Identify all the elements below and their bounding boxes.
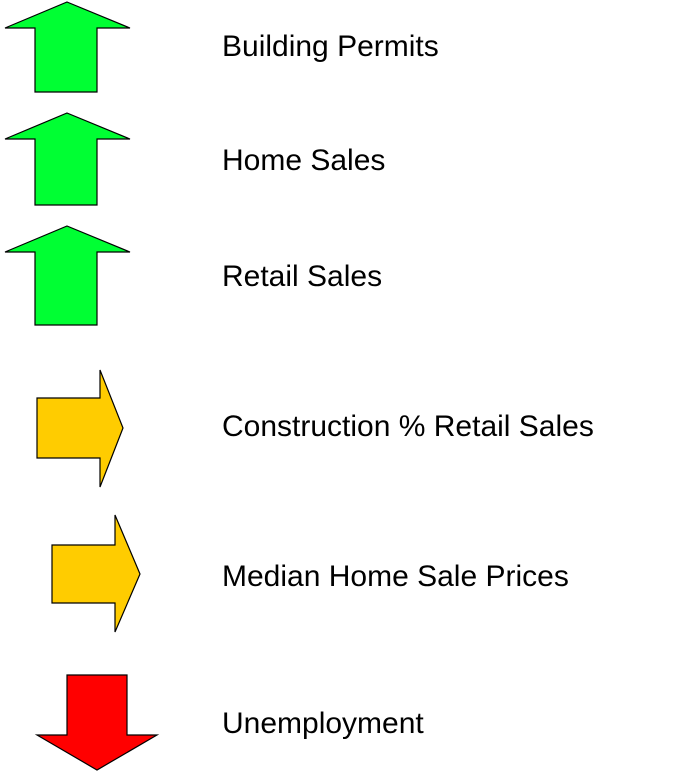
up-arrow [4, 1, 131, 93]
item-label: Median Home Sale Prices [222, 560, 569, 593]
item-label: Home Sales [222, 144, 385, 177]
item-label: Building Permits [222, 30, 439, 63]
up-arrow [4, 112, 131, 206]
item-label: Construction % Retail Sales [222, 410, 594, 443]
right-arrow [51, 514, 141, 633]
right-arrow [36, 369, 124, 488]
item-label: Retail Sales [222, 260, 382, 293]
up-arrow [4, 225, 131, 326]
down-arrow [34, 674, 160, 771]
item-label: Unemployment [222, 707, 424, 740]
